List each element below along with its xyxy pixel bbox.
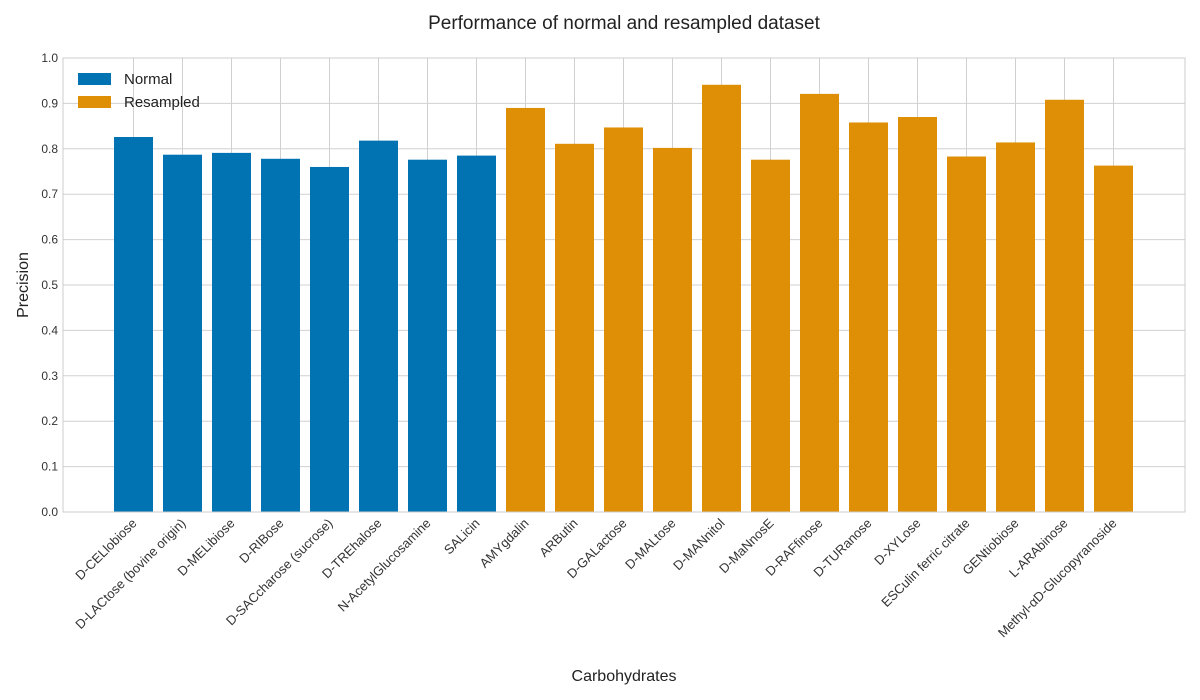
bar-normal bbox=[457, 155, 496, 513]
bar-normal bbox=[310, 166, 349, 512]
x-axis-label: Carbohydrates bbox=[572, 668, 677, 685]
bar-resampled bbox=[800, 93, 839, 512]
y-tick-label: 0.7 bbox=[41, 187, 58, 201]
bar-normal bbox=[359, 140, 398, 513]
x-tick-label: D-RIBose bbox=[236, 516, 286, 566]
y-axis-label: Precision bbox=[15, 252, 32, 318]
y-tick-label: 0.6 bbox=[41, 233, 58, 247]
bar-normal bbox=[114, 136, 153, 512]
x-tick-label: N-AcetylGlucosamine bbox=[335, 516, 434, 615]
y-axis-ticks: 0.0 0.1 0.2 0.3 0.4 0.5 0.6 0.7 0.8 0.9 1.0 bbox=[41, 51, 58, 519]
x-tick-label: ARButin bbox=[536, 516, 580, 560]
legend: Normal Resampled bbox=[78, 71, 200, 111]
bar-normal bbox=[261, 158, 300, 512]
bar-resampled bbox=[947, 156, 986, 512]
legend-swatch-normal bbox=[78, 73, 111, 85]
y-tick-label: 0.9 bbox=[41, 96, 58, 110]
y-tick-label: 0.5 bbox=[41, 278, 58, 292]
y-tick-label: 0.3 bbox=[41, 369, 58, 383]
bar-resampled bbox=[1045, 99, 1084, 512]
bar-resampled bbox=[702, 84, 741, 512]
chart-title: Performance of normal and resampled data… bbox=[428, 13, 821, 34]
bar-resampled bbox=[604, 127, 643, 512]
bars bbox=[114, 84, 1133, 513]
y-tick-label: 0.1 bbox=[41, 460, 58, 474]
y-tick-label: 0.0 bbox=[41, 505, 58, 519]
y-tick-label: 0.2 bbox=[41, 414, 58, 428]
legend-label-resampled: Resampled bbox=[124, 94, 200, 111]
bar-resampled bbox=[555, 143, 594, 512]
x-tick-label: ESCulin ferric citrate bbox=[878, 516, 972, 610]
x-tick-label: SALicin bbox=[441, 516, 483, 558]
y-tick-label: 1.0 bbox=[41, 51, 58, 65]
bar-normal bbox=[163, 154, 202, 512]
bar-resampled bbox=[898, 117, 937, 513]
bar-resampled bbox=[996, 142, 1035, 512]
x-tick-label: D-XYLose bbox=[871, 516, 924, 569]
bar-resampled bbox=[751, 159, 790, 513]
x-tick-label: AMYgdalin bbox=[477, 516, 532, 571]
legend-label-normal: Normal bbox=[124, 71, 172, 88]
bar-resampled bbox=[653, 147, 692, 512]
legend-swatch-resampled bbox=[78, 96, 111, 108]
plot-area-border bbox=[62, 57, 1186, 513]
bar-resampled bbox=[849, 122, 888, 512]
y-tick-label: 0.4 bbox=[41, 323, 58, 337]
y-tick-label: 0.8 bbox=[41, 142, 58, 156]
bar-resampled bbox=[506, 107, 545, 512]
bar-resampled bbox=[1094, 165, 1133, 512]
bar-normal bbox=[408, 159, 447, 513]
bar-normal bbox=[212, 152, 251, 513]
